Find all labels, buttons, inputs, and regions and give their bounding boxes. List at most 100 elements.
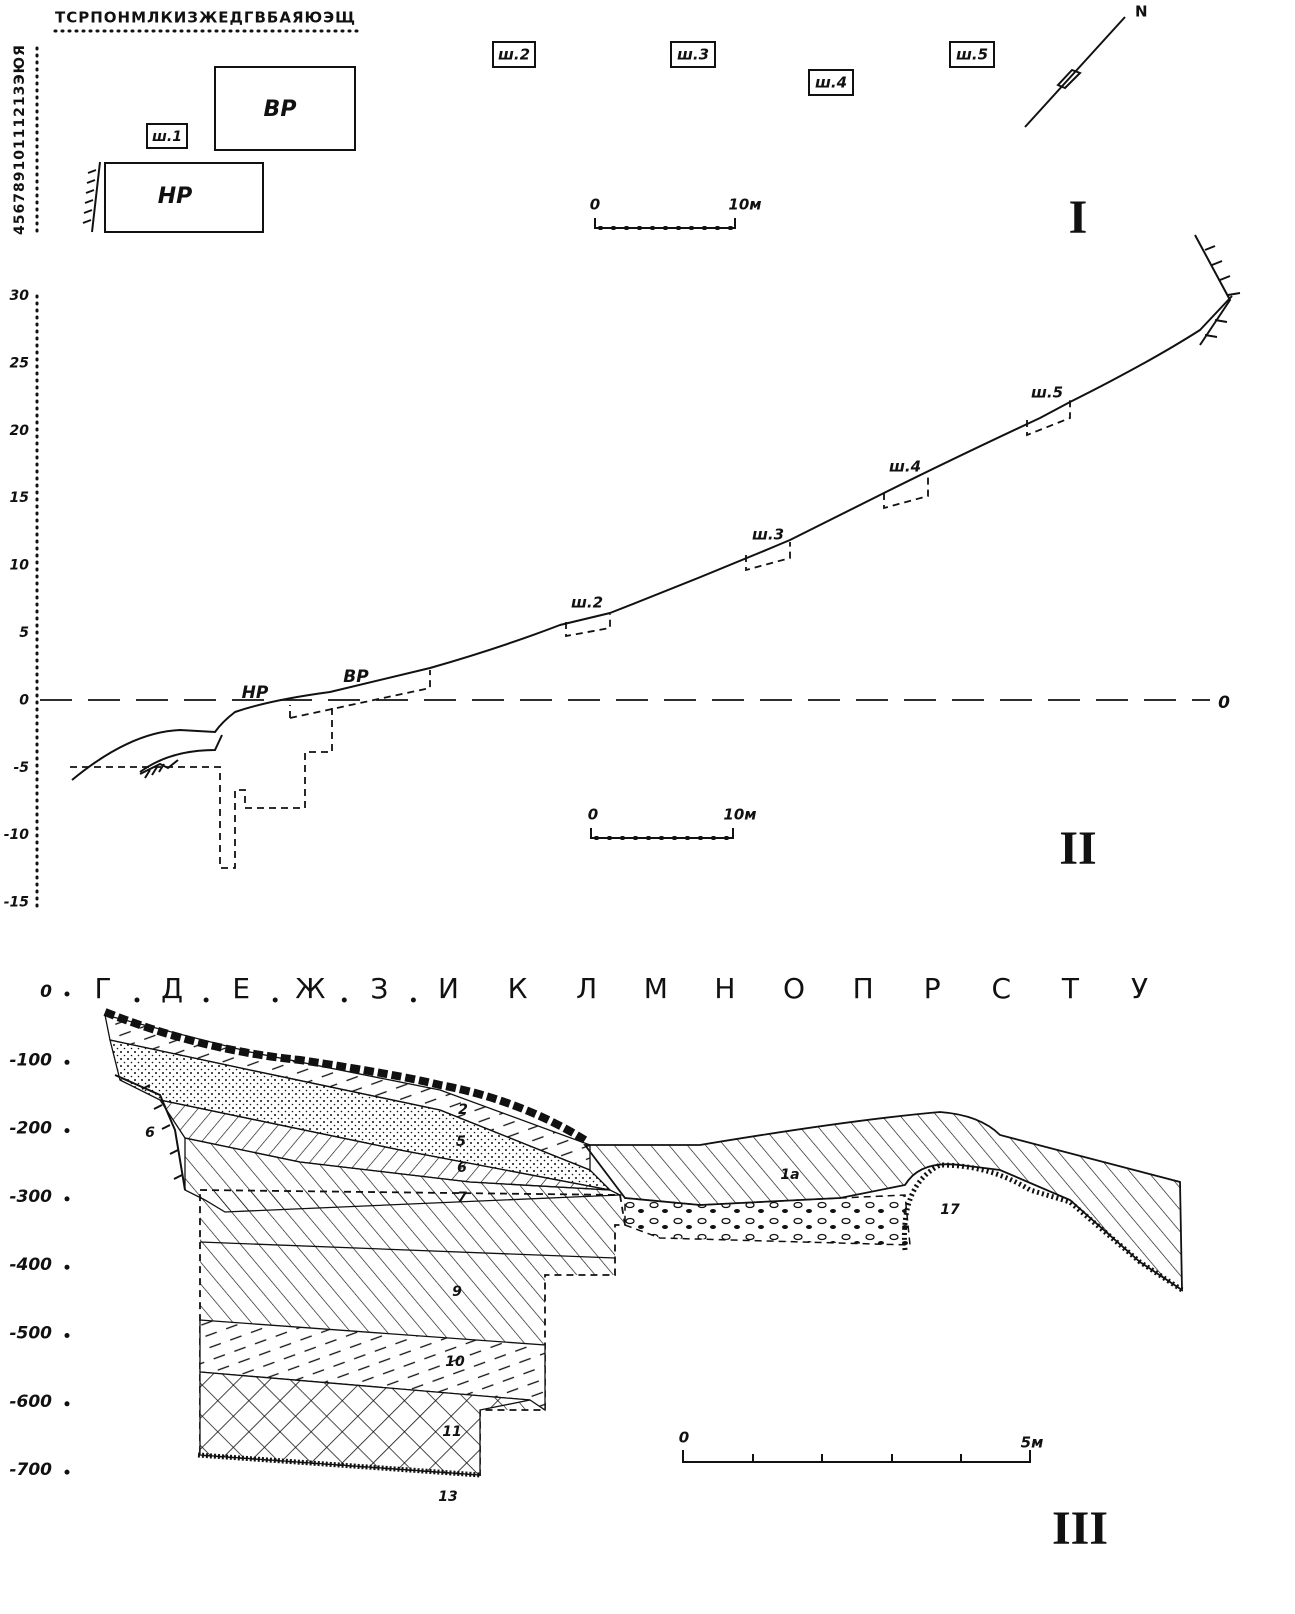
elevation-label: 15: [10, 490, 30, 506]
column-label: Т: [1061, 972, 1080, 1005]
column-label: Г: [94, 972, 111, 1005]
depth-tick: [64, 1128, 70, 1134]
structure-box: [214, 66, 356, 151]
scale-start: 0: [590, 196, 600, 214]
depth-label: -600: [9, 1392, 52, 1412]
excavation-outline: [289, 670, 431, 719]
scale-start: 0: [679, 1429, 689, 1447]
profile: 0 НР ВР ш.2 ш.3 ш.4 ш.5 0 10м II 30 25 20 1…: [4, 234, 1241, 911]
pit-box: [808, 69, 854, 96]
elevation-label: 30: [10, 288, 30, 304]
structure-label: ВР: [264, 97, 297, 122]
depth-tick: [64, 1196, 70, 1202]
elevation-label: -10: [4, 827, 30, 843]
scarp: [1194, 234, 1241, 346]
column-dot: [410, 997, 416, 1003]
section-number: III: [1052, 1502, 1108, 1555]
north-arrow: [1024, 16, 1126, 128]
depth-label: -400: [9, 1255, 52, 1275]
rubble: [624, 1194, 911, 1246]
pit-box: [949, 41, 995, 68]
column-dot: [272, 997, 278, 1003]
elevation-label: 0: [19, 692, 29, 708]
pit-label: ш.5: [956, 46, 988, 64]
column-label: Л: [576, 972, 597, 1005]
column-label: З: [370, 972, 388, 1005]
layer-13: [197, 1452, 481, 1478]
pit-box: [670, 41, 716, 68]
structure-box: [104, 162, 264, 233]
column-dot: [203, 997, 209, 1003]
column-label: Н: [714, 972, 735, 1005]
depth-label: 0: [40, 982, 52, 1002]
datum-label: 0: [1218, 693, 1230, 713]
scale-end: 5м: [1021, 1434, 1044, 1452]
layer-10: [199, 1319, 546, 1412]
pit-outline: [565, 614, 611, 638]
pit-label: ш.3: [677, 46, 709, 64]
north-label: N: [1135, 3, 1148, 21]
column-label: П: [853, 972, 874, 1005]
pit-label: ш.2: [571, 594, 603, 612]
depth-label: -100: [9, 1050, 52, 1070]
depth-tick: [64, 991, 70, 997]
excavation-outline: [70, 705, 333, 869]
pit-label: ш.5: [1031, 384, 1063, 402]
layer-label: 2: [458, 1102, 468, 1118]
layer-label: 11: [442, 1424, 461, 1440]
depth-tick: [64, 1469, 70, 1475]
grid-letters: ТСРПОНМЛКИЗЖЕДГВБАЯЮЭЩ: [55, 9, 356, 27]
column-label: Д: [161, 972, 183, 1005]
pit-label: ш.3: [752, 526, 784, 544]
layer-label: 7: [457, 1190, 467, 1206]
depth-tick: [64, 1059, 70, 1065]
depth-tick: [64, 1333, 70, 1338]
scarp: [114, 1074, 186, 1191]
depth-tick: [64, 1401, 70, 1407]
column-label: У: [1131, 972, 1148, 1005]
depth-label: -500: [9, 1324, 52, 1344]
layer-label: 9: [452, 1284, 462, 1300]
layer-label: 6: [145, 1125, 155, 1141]
layer-1a: [583, 1111, 1183, 1292]
column-label: Ж: [295, 972, 325, 1005]
pit-label: ш.2: [498, 46, 530, 64]
column-label: К: [508, 972, 528, 1005]
column-label: Е: [232, 972, 250, 1005]
structure-label: НР: [158, 184, 193, 209]
pit-label: ш.1: [152, 129, 182, 145]
layer-11: [199, 1371, 531, 1476]
structure-label: ВР: [343, 667, 369, 687]
scale-end: 10м: [728, 196, 761, 214]
grid-numbers: 45678910111213ЭЮЯ: [12, 44, 28, 235]
elevation-label: 10: [10, 558, 30, 574]
layer-boundary: [199, 1241, 616, 1259]
column-dot: [341, 997, 347, 1003]
layer-7: [184, 1137, 623, 1213]
elevation-label: 25: [10, 355, 30, 371]
elevation-label: -15: [4, 895, 30, 911]
depth-label: -200: [9, 1119, 52, 1139]
ground-profile: [71, 295, 1233, 781]
pit-outline: [883, 475, 929, 510]
layer-label: 6: [457, 1160, 467, 1176]
section-number: I: [1069, 191, 1088, 244]
pit-outline: [1026, 398, 1071, 437]
column-label: И: [438, 972, 459, 1005]
pit-label: ш.4: [889, 458, 921, 476]
column-label: М: [644, 972, 668, 1005]
elevation-label: 20: [10, 423, 30, 439]
column-dot: [134, 997, 140, 1003]
scarp: [82, 161, 101, 233]
elevation-label: 5: [19, 625, 29, 641]
pit-box: [146, 123, 188, 149]
column-label: Р: [924, 972, 941, 1005]
depth-label: -300: [9, 1187, 52, 1207]
scale-end: 10м: [723, 806, 756, 824]
structure-label: НР: [242, 683, 269, 703]
scale-bar: [682, 1450, 1031, 1463]
depth-tick: [64, 1264, 70, 1270]
scarp: [139, 759, 179, 779]
